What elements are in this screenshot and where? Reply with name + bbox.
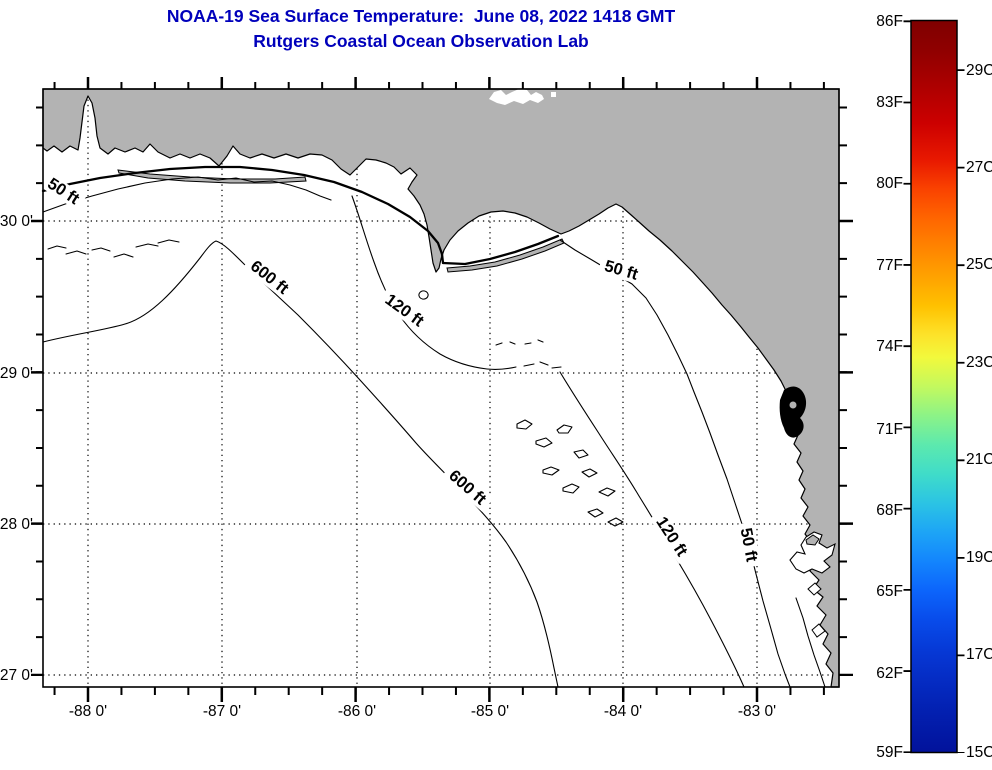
fragment: [535, 437, 553, 448]
colorbar-c-label: 17C: [966, 646, 992, 663]
sound-islands: [47, 239, 180, 258]
colorbar-f-label: 80F: [876, 175, 903, 192]
x-tick-label: -84 0': [604, 703, 642, 720]
fragment: [542, 466, 560, 476]
label-mask: [735, 521, 762, 569]
colorbar-f-label: 71F: [876, 421, 903, 438]
contour-120ft-west: [351, 195, 517, 370]
coastal-notch: [811, 623, 826, 638]
fragment: [524, 342, 532, 345]
label-mask: [377, 287, 432, 334]
x-tick-label: -85 0': [471, 703, 509, 720]
coastal-notch: [807, 582, 822, 596]
colorbar-f-label: 77F: [876, 257, 903, 274]
colorbar-gradient: [910, 19, 958, 754]
x-tick-label: -83 0': [738, 703, 776, 720]
colorbar-c-label: 23C: [966, 354, 992, 371]
colorbar-f-label: 59F: [876, 744, 903, 761]
page-title: NOAA-19 Sea Surface Temperature: June 08…: [167, 6, 676, 26]
fragment: [509, 341, 516, 345]
colorbar-c-label: 27C: [966, 159, 992, 176]
cloud-patch: [489, 89, 544, 105]
fragment: [587, 508, 604, 518]
island-fragment: [65, 250, 87, 255]
page-subtitle: Rutgers Coastal Ocean Observation Lab: [253, 31, 589, 51]
fragment: [537, 339, 544, 343]
tampa-bay: [789, 531, 836, 574]
contour-50ft-nearshore: [41, 165, 445, 265]
fragment: [556, 424, 573, 434]
fragment: [562, 483, 580, 494]
y-tick-label: 30 0': [0, 213, 33, 230]
fragment: [495, 342, 503, 346]
island-fragment: [47, 245, 67, 250]
colorbar-c-label: 25C: [966, 256, 992, 273]
contour-50ft-west: [42, 176, 332, 213]
colorbar-f-label: 86F: [876, 13, 903, 30]
fragment: [598, 487, 616, 497]
label-mask: [242, 254, 296, 301]
island-fragment: [157, 239, 180, 244]
colorbar-c-labels: 29C 27C 25C 23C 21C 19C 17C 15C: [966, 62, 992, 761]
y-tick-label: 29 0': [0, 365, 33, 382]
colorbar-f-label: 65F: [876, 583, 903, 600]
contour-50ft-east: [559, 239, 791, 688]
y-tick-label: 28 0': [0, 516, 33, 533]
contour-fragments: [495, 339, 624, 527]
label-mask: [40, 172, 87, 211]
colorbar-c-label: 15C: [966, 744, 992, 761]
colorbar: 86F 83F 80F 77F 74F 71F 68F 65F 62F 59F …: [876, 13, 992, 761]
x-tick-label: -86 0': [338, 703, 376, 720]
fragment: [607, 517, 624, 527]
x-axis-labels: -88 0' -87 0' -86 0' -85 0' -84 0' -83 0…: [69, 703, 776, 720]
santa-rosa-island: [117, 169, 307, 184]
y-axis-labels: 30 0' 29 0' 28 0' 27 0': [0, 213, 33, 684]
land-mass: [42, 88, 840, 688]
x-tick-label: -87 0': [203, 703, 241, 720]
contour-600ft: [42, 240, 559, 688]
colorbar-f-label: 68F: [876, 502, 903, 519]
fragment: [581, 468, 598, 478]
cedar-key-blob-hole: [789, 401, 797, 409]
island-fragment: [91, 247, 111, 252]
colorbar-f-labels: 86F 83F 80F 77F 74F 71F 68F 65F 62F 59F: [876, 13, 903, 761]
fragment: [516, 419, 533, 430]
colorbar-f-label: 74F: [876, 338, 903, 355]
colorbar-f-label: 83F: [876, 94, 903, 111]
tampa-bay-island: [805, 534, 820, 546]
colorbar-c-label: 29C: [966, 62, 992, 79]
contour-50ft-barrier-east: [441, 234, 560, 266]
cedar-key-blob: [779, 386, 807, 438]
y-tick-label: 27 0': [0, 667, 33, 684]
island-fragment: [135, 243, 159, 248]
label-mask: [649, 509, 694, 565]
island-fragment: [113, 253, 134, 258]
colorbar-f-label: 62F: [876, 665, 903, 682]
contour-120ft-west-loop: [418, 290, 429, 300]
label-mask: [441, 463, 494, 512]
fragment: [573, 449, 589, 459]
fragment: [523, 363, 535, 367]
label-mask: [597, 256, 645, 285]
x-tick-label: -88 0': [69, 703, 107, 720]
sarasota-barrier-line: [795, 597, 826, 688]
map-frame: [42, 88, 840, 688]
fragment: [539, 361, 549, 366]
fragment: [551, 366, 562, 369]
colorbar-c-label: 19C: [966, 549, 992, 566]
colorbar-c-label: 21C: [966, 451, 992, 468]
cloud-dot: [551, 92, 556, 97]
